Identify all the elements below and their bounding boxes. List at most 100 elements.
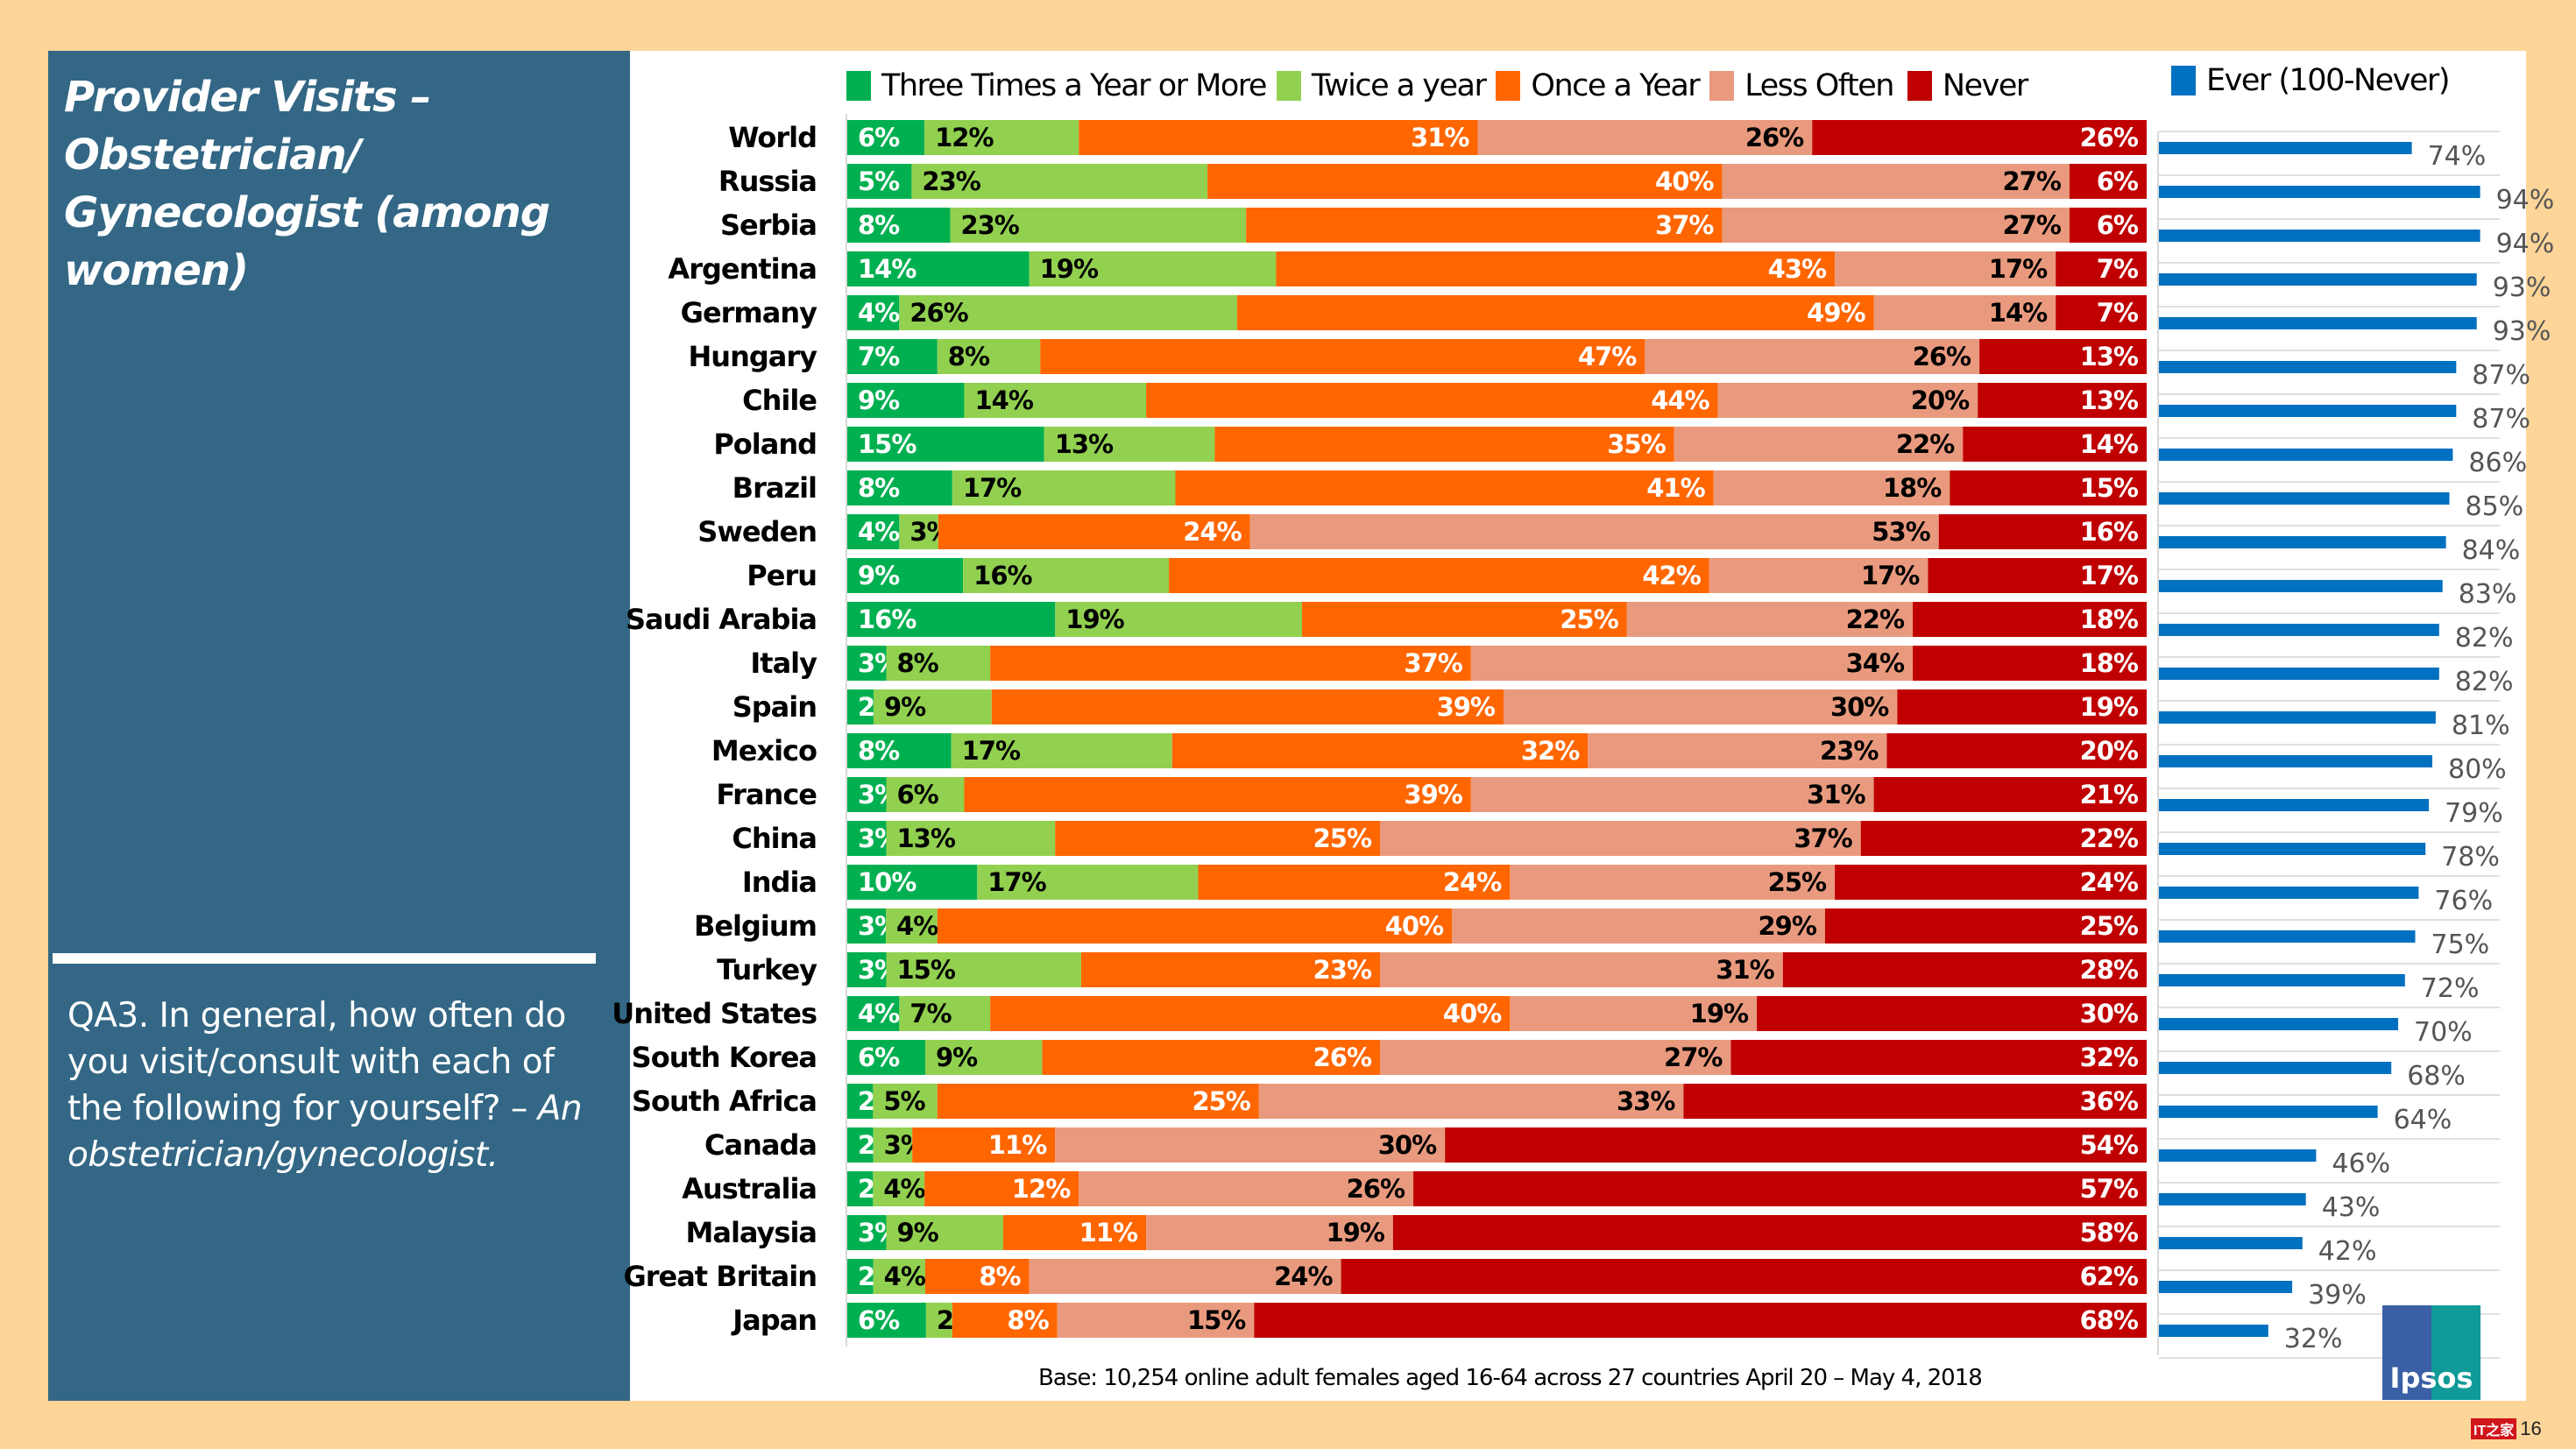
ever-data-label: 70% [2414,1017,2473,1048]
bar-segment [1913,646,2147,681]
ever-bar [2159,1325,2268,1337]
ever-data-label: 79% [2445,798,2503,829]
category-label: World [728,121,817,154]
question-italic-text: An obstetrician/gynecologist. [67,1089,583,1175]
bar-segment [1978,383,2147,418]
bar-segment [1835,251,2056,286]
data-label: 6% [2097,166,2139,196]
bar-segment [1588,733,1887,768]
bar-segment [1812,120,2147,155]
ever-data-label: 94% [2496,229,2555,259]
ever-bar [2159,711,2436,724]
bar-segment [847,164,912,199]
bar-segment [1873,295,2056,330]
bar-segment [847,558,964,593]
bar-segment [924,120,1079,155]
bar-segment [1950,470,2147,505]
ever-bar [2159,580,2443,592]
data-label: 18% [2080,648,2139,678]
ever-data-label: 81% [2452,710,2510,741]
bar-segment [924,1040,1043,1075]
bar-segment [1236,295,1874,330]
bar-segment [952,1303,1058,1338]
data-label: 19% [1690,999,1749,1028]
ever-data-label: 87% [2472,404,2530,435]
data-label: 4% [896,911,938,941]
data-label: 7% [858,342,900,371]
data-label: 14% [1989,298,2048,328]
data-label: 8% [948,342,990,371]
ever-data-label: 85% [2466,491,2524,522]
bar-segment [873,689,992,724]
data-label: 25% [1192,1086,1250,1116]
data-label: 17% [1861,561,1920,590]
ever-data-label: 68% [2407,1061,2466,1092]
bar-segment [963,558,1170,593]
legend-label-ever: Ever (100-Never) [2206,63,2450,98]
bar-segment [847,865,978,900]
data-label: 17% [1989,254,2048,284]
data-label: 30% [1830,692,1889,722]
category-label: Turkey [717,953,817,986]
bar-segment [1510,865,1836,900]
data-label: 9% [896,1218,938,1248]
bar-segment [847,602,1056,637]
data-label: 11% [988,1130,1047,1160]
bar-segment [1717,383,1978,418]
bar-segment [1445,1127,2147,1163]
bar-segment [1380,821,1861,856]
bar-segment [847,1303,926,1338]
footnote: Base: 10,254 online adult females aged 1… [1038,1365,1983,1391]
bar-segment [1207,164,1723,199]
ever-bar [2159,230,2480,242]
bar-segment [847,733,952,768]
data-label: 5% [883,1086,925,1116]
data-label: 27% [1664,1043,1723,1072]
category-label: United States [612,997,817,1030]
data-label: 41% [1646,473,1705,503]
data-label: 53% [1872,517,1930,547]
ever-data-label: 78% [2441,842,2500,873]
bar-segment [1683,1084,2147,1119]
ever-bar [2159,1149,2317,1162]
data-label: 35% [1607,429,1666,459]
legend-label: Less Often [1744,68,1894,103]
data-label: 25% [1313,823,1372,853]
data-label: 30% [2080,999,2139,1028]
legend-label: Three Times a Year or More [881,68,1267,103]
bar-segment [937,339,1041,374]
bar-segment [1079,1171,1414,1206]
legend-ever: Ever (100-Never) [2171,63,2450,98]
data-label: 47% [1578,342,1637,371]
bar-segment [886,908,938,944]
legend-item: Never [1907,68,2028,103]
data-label: 13% [1055,429,1114,459]
bar-segment [1246,208,1723,243]
category-label: Sweden [697,515,817,548]
data-label: 22% [1896,429,1955,459]
bar-segment [1175,470,1714,505]
data-label: 16% [2080,517,2139,547]
title-panel: Provider Visits – Obstetrician/ Gynecolo… [48,51,630,1401]
data-label: 40% [1385,911,1444,941]
data-label: 9% [936,1043,978,1072]
data-label: 6% [2097,210,2139,240]
bar-segment [2069,164,2147,199]
legend-swatch-ever [2171,66,2196,95]
ever-data-label: 93% [2493,316,2551,347]
ever-data-label: 82% [2455,667,2514,697]
category-label: Mexico [711,734,817,767]
data-label: 4% [858,517,900,547]
bar-segment [1722,208,2070,243]
bar-segment [1198,865,1511,900]
data-label: 23% [960,210,1019,240]
survey-question: QA3. In general, how often do you visit/… [67,993,611,1178]
bar-segment [1873,777,2147,812]
bar-segment [1860,821,2147,856]
category-label: South Korea [632,1041,817,1074]
data-label: 26% [2080,123,2139,152]
data-label: 14% [858,254,916,284]
data-label: 6% [896,780,938,809]
bar-segment [847,821,887,856]
ever-bar [2159,843,2426,855]
